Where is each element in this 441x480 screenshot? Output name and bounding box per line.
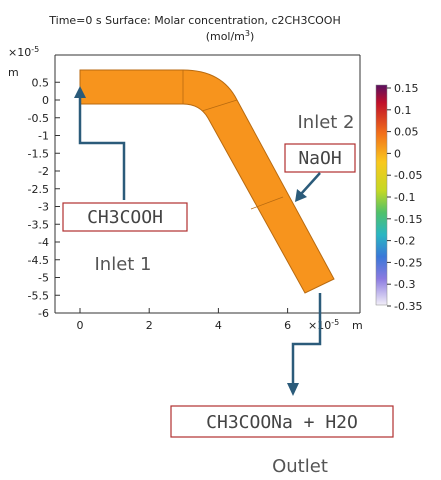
inlet1-label: Inlet 1 [94, 254, 151, 275]
outlet-arrow [287, 293, 320, 396]
plot-title-line1: Time=0 s Surface: Molar concentration, c… [48, 14, 340, 27]
y-tick-label: -4 [38, 236, 49, 249]
y-axis-unit: m [8, 66, 19, 79]
colorbar-tick-label: -0.15 [394, 213, 422, 226]
y-tick-label: -4.5 [28, 254, 49, 267]
y-tick-label: -1 [38, 130, 49, 143]
y-tick-label: 0.5 [32, 76, 50, 89]
x-tick-label: 6 [284, 319, 291, 332]
x-axis-exponent: ×10-5 [308, 318, 339, 332]
inlet2-label: Inlet 2 [297, 112, 354, 133]
x-tick-label: 0 [77, 319, 84, 332]
inlet1-species-label: CH3COOH [87, 207, 163, 228]
colorbar-ticks: 0.15 0.1 0.05 0 -0.05 -0.1 -0.15 -0.2 -0.25 -0.3 -… [387, 82, 422, 313]
colorbar-tick-label: -0.1 [394, 191, 415, 204]
plot-title-line2: (mol/m3) [206, 29, 255, 43]
colorbar-tick-label: 0.05 [394, 126, 419, 139]
colorbar-tick-label: -0.35 [394, 300, 422, 313]
y-axis-exponent: ×10-5 [8, 45, 39, 59]
inlet2-species-label: NaOH [298, 148, 341, 169]
x-tick-label: 2 [146, 319, 153, 332]
y-tick-label: -2 [38, 165, 49, 178]
inlet2-arrow [295, 173, 320, 202]
y-tick-label: -3 [38, 201, 49, 214]
colorbar-tick-label: 0 [394, 147, 401, 160]
y-tick-label: -6 [38, 307, 49, 320]
x-tick-label: 4 [215, 319, 222, 332]
x-axis-unit: m [352, 319, 363, 332]
y-tick-label: -5.5 [28, 289, 49, 302]
y-tick-label: 0 [42, 94, 49, 107]
colorbar-tick-label: -0.2 [394, 235, 415, 248]
y-tick-label: -3.5 [28, 218, 49, 231]
colorbar-tick-label: -0.25 [394, 256, 422, 269]
colorbar-tick-label: 0.15 [394, 82, 419, 95]
y-tick-label: -1.5 [28, 147, 49, 160]
y-tick-label: -2.5 [28, 183, 49, 196]
colorbar-tick-label: -0.3 [394, 278, 415, 291]
y-tick-label: -5 [38, 272, 49, 285]
colorbar-tick-label: 0.1 [394, 104, 412, 117]
outlet-label: Outlet [272, 456, 328, 477]
x-axis-ticks: 0 2 4 6 [77, 308, 292, 332]
y-tick-label: -0.5 [28, 112, 49, 125]
outlet-species-label: CH3COONa + H2O [206, 412, 358, 433]
colorbar [376, 85, 387, 305]
colorbar-tick-label: -0.05 [394, 169, 422, 182]
